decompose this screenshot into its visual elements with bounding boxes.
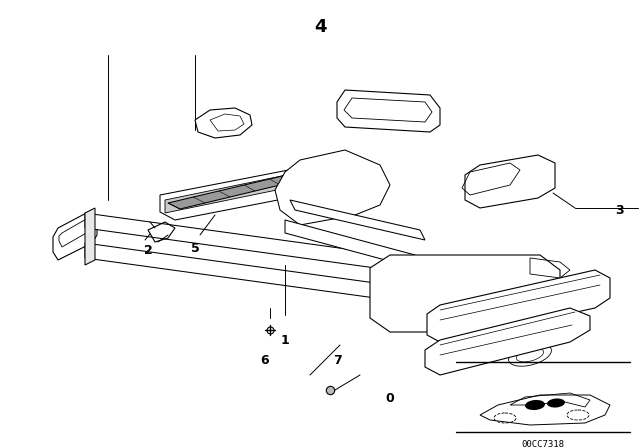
Polygon shape bbox=[427, 270, 610, 342]
Polygon shape bbox=[85, 243, 390, 300]
Polygon shape bbox=[165, 165, 348, 213]
Polygon shape bbox=[290, 200, 425, 240]
Text: 1: 1 bbox=[280, 333, 289, 346]
Text: 5: 5 bbox=[191, 241, 200, 254]
Polygon shape bbox=[275, 150, 390, 225]
Polygon shape bbox=[285, 220, 415, 268]
Polygon shape bbox=[85, 213, 390, 270]
Ellipse shape bbox=[547, 398, 565, 408]
Text: 7: 7 bbox=[333, 353, 342, 366]
Polygon shape bbox=[168, 173, 305, 209]
Text: 0: 0 bbox=[386, 392, 394, 405]
Text: 00CC7318: 00CC7318 bbox=[522, 440, 564, 448]
Polygon shape bbox=[425, 308, 590, 375]
Text: 2: 2 bbox=[143, 244, 152, 257]
Polygon shape bbox=[85, 208, 95, 265]
Polygon shape bbox=[160, 160, 355, 220]
Ellipse shape bbox=[525, 400, 545, 410]
Polygon shape bbox=[465, 155, 555, 208]
Text: 3: 3 bbox=[616, 203, 624, 216]
Text: 6: 6 bbox=[260, 353, 269, 366]
Polygon shape bbox=[337, 90, 440, 132]
Polygon shape bbox=[195, 108, 252, 138]
Polygon shape bbox=[370, 255, 560, 332]
Text: 4: 4 bbox=[314, 18, 326, 36]
